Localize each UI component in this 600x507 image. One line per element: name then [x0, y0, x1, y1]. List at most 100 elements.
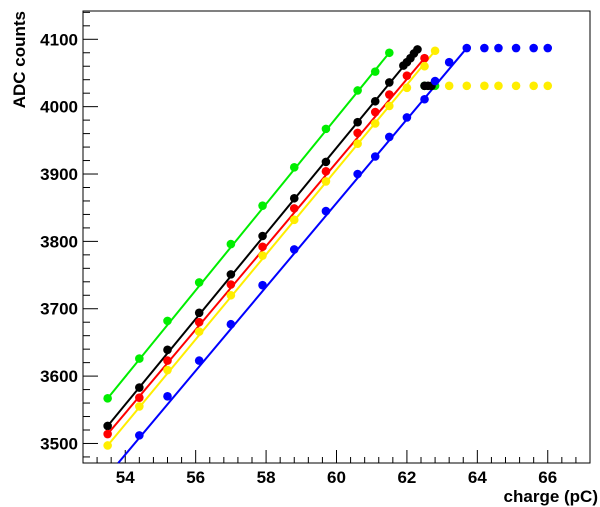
x-tick-label: 56: [186, 468, 205, 487]
data-point: [321, 157, 331, 167]
axis-tick-labels: 54 56 58 60 62 64 66 3500 3600 3700 3800 3900 4000 41…: [40, 30, 557, 487]
y-tick-label: 3700: [40, 300, 78, 319]
data-point: [194, 308, 204, 318]
data-point: [103, 429, 112, 439]
data-point: [226, 319, 236, 329]
data-point: [480, 43, 489, 53]
data-point: [289, 193, 299, 203]
data-point: [163, 365, 172, 375]
data-point: [258, 231, 267, 241]
data-point: [385, 101, 394, 111]
data-point: [385, 48, 394, 58]
x-tick-label: 62: [397, 468, 416, 487]
data-point: [420, 61, 429, 71]
data-point: [385, 132, 394, 142]
data-point: [511, 43, 521, 53]
data-point: [370, 67, 380, 76]
x-tick-label: 64: [468, 468, 487, 487]
data-markers: [103, 43, 553, 450]
data-point: [289, 204, 299, 213]
data-point: [402, 113, 412, 122]
data-point: [462, 43, 472, 53]
y-tick-label: 4100: [40, 30, 78, 49]
data-point: [402, 83, 412, 93]
x-tick-label: 60: [327, 468, 346, 487]
data-point: [135, 431, 144, 440]
data-point: [370, 96, 380, 106]
y-tick-label: 3500: [40, 434, 78, 453]
data-point: [385, 78, 394, 87]
data-point: [194, 327, 204, 336]
data-point: [353, 169, 362, 179]
data-point: [462, 81, 472, 91]
data-point: [194, 356, 204, 365]
series-fit-line: [106, 52, 391, 399]
data-point: [370, 119, 380, 128]
data-point: [226, 239, 236, 249]
data-point: [420, 53, 429, 63]
data-point: [529, 81, 538, 91]
data-point: [353, 86, 362, 95]
data-point: [135, 354, 144, 363]
plot-frame: [82, 10, 591, 464]
data-point: [444, 81, 454, 91]
data-point: [135, 393, 144, 402]
data-point: [163, 316, 172, 326]
data-point: [321, 167, 331, 176]
data-point: [543, 81, 553, 91]
data-point: [289, 215, 299, 225]
y-tick-label: 3900: [40, 165, 78, 184]
data-point: [430, 46, 440, 56]
data-point: [258, 251, 267, 260]
data-point: [494, 43, 503, 53]
data-point: [226, 280, 236, 289]
y-axis-title: ADC counts: [10, 11, 29, 108]
data-point: [321, 177, 331, 186]
data-point: [494, 81, 503, 91]
y-tick-label: 3800: [40, 232, 78, 251]
data-point: [370, 107, 380, 117]
data-point: [258, 242, 267, 252]
data-point: [353, 139, 362, 149]
data-point: [402, 71, 412, 80]
series-fit-line: [106, 50, 436, 447]
x-tick-label: 54: [116, 468, 135, 487]
axis-ticks: [83, 11, 577, 463]
data-point: [321, 124, 331, 134]
data-point: [413, 45, 422, 54]
data-point: [163, 392, 172, 401]
data-point: [444, 57, 454, 67]
data-point: [353, 128, 362, 138]
data-point: [194, 278, 204, 287]
data-point: [194, 317, 204, 327]
data-point: [321, 206, 331, 216]
data-point: [258, 280, 267, 290]
data-point: [103, 441, 112, 450]
data-point: [420, 94, 429, 104]
data-point: [163, 345, 172, 355]
data-point: [480, 81, 489, 91]
data-point: [289, 162, 299, 172]
data-point: [385, 90, 394, 99]
data-point: [370, 152, 380, 161]
x-tick-label: 66: [538, 468, 557, 487]
data-point: [258, 201, 267, 210]
data-point: [135, 383, 144, 392]
data-point: [511, 81, 521, 91]
x-axis-title: charge (pC): [504, 487, 598, 506]
data-point: [226, 270, 236, 279]
data-point: [353, 117, 362, 127]
data-point: [103, 421, 112, 431]
y-tick-label: 4000: [40, 98, 78, 117]
data-point: [430, 76, 440, 86]
data-point: [543, 43, 553, 53]
y-tick-label: 3600: [40, 367, 78, 386]
x-tick-label: 58: [257, 468, 276, 487]
data-point: [289, 245, 299, 254]
data-point: [529, 43, 538, 53]
data-point: [226, 290, 236, 300]
data-point: [135, 402, 144, 411]
data-point: [103, 394, 112, 403]
